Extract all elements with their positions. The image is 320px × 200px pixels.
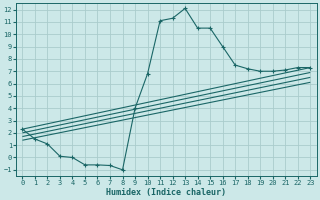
X-axis label: Humidex (Indice chaleur): Humidex (Indice chaleur) [106, 188, 226, 197]
